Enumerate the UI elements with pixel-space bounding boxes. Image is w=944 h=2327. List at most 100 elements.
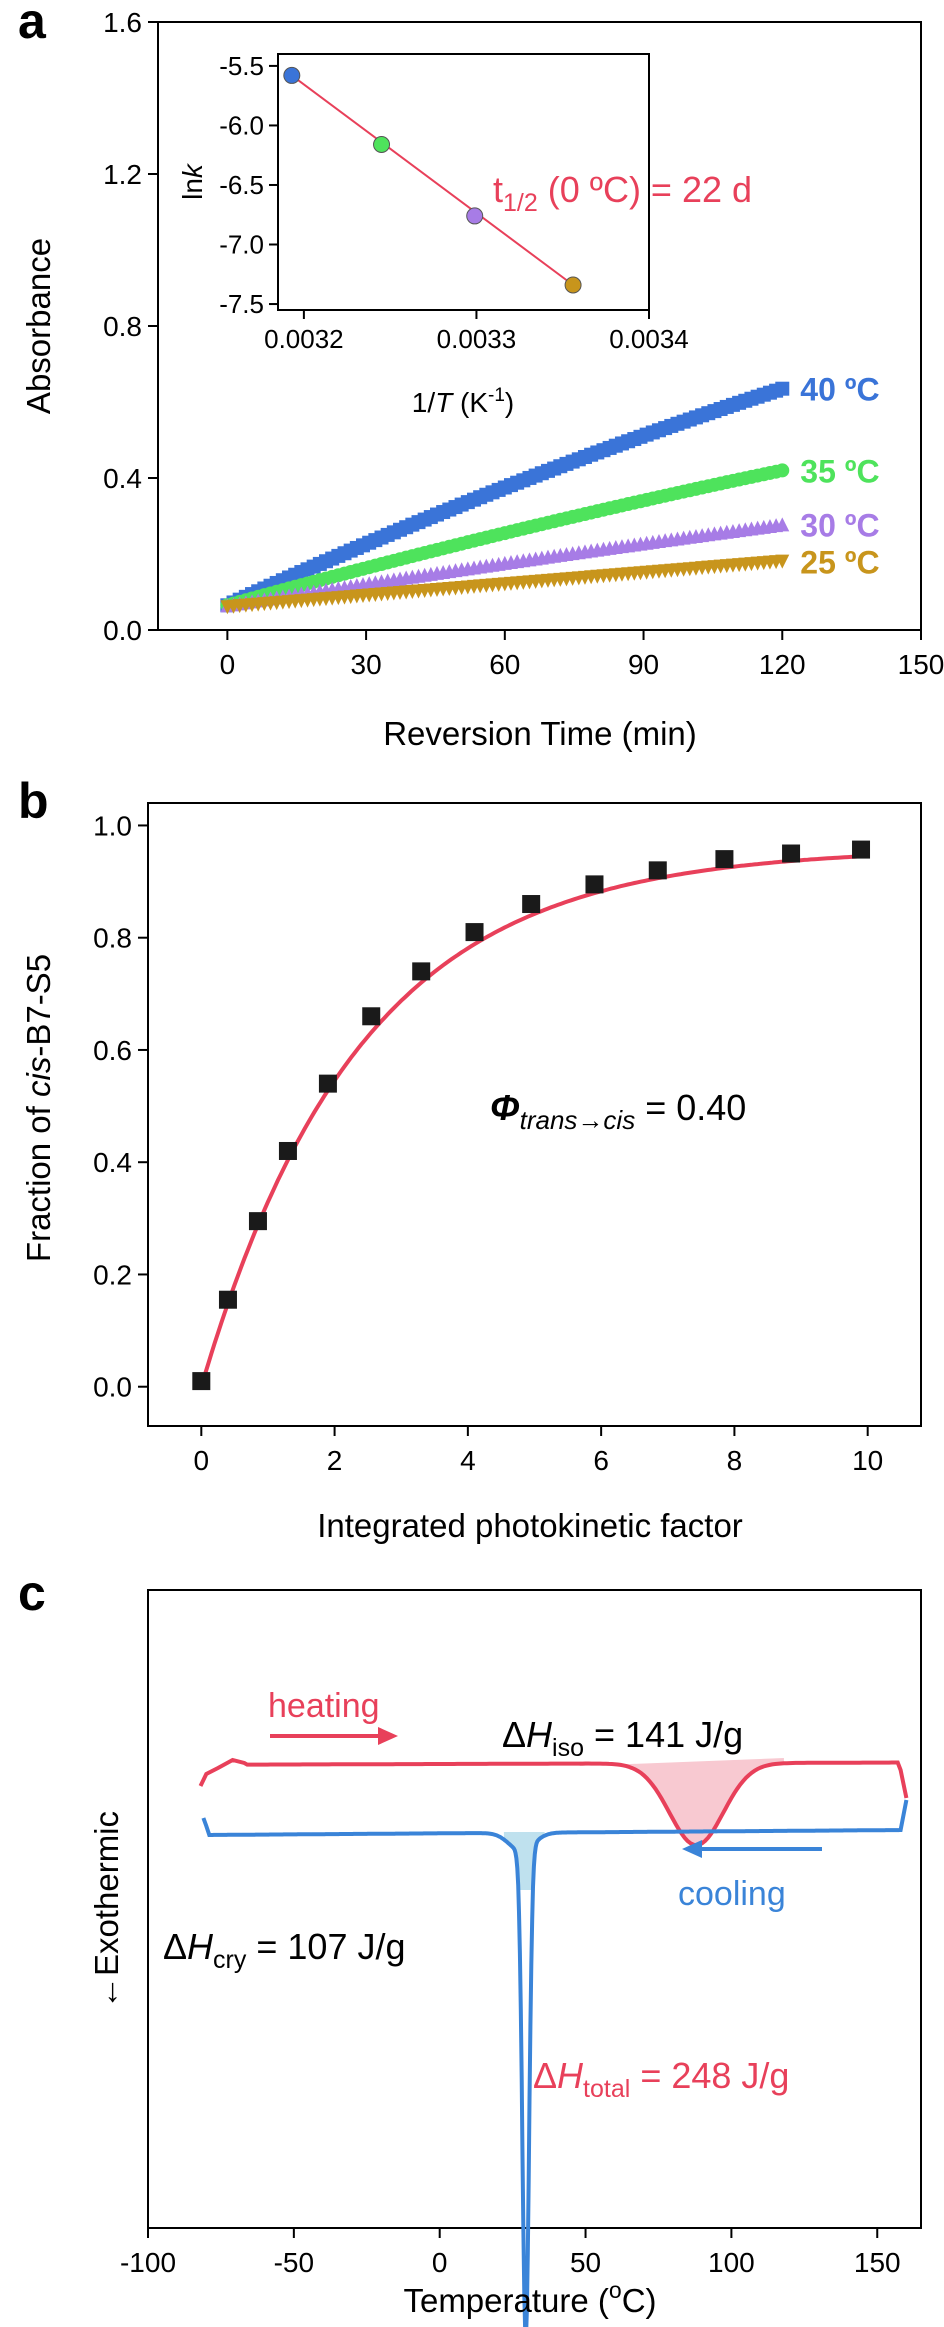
series-label: 40 ºC xyxy=(800,372,879,408)
y-tick-label: 0.2 xyxy=(93,1259,132,1290)
cooling-arrow-head xyxy=(682,1840,702,1858)
series-3 xyxy=(220,554,790,615)
quantum-yield-annotation: Φtrans→cis = 0.40 xyxy=(490,1087,746,1135)
y-tick-label: 0.6 xyxy=(93,1035,132,1066)
inset-x-tick-label: 0.0032 xyxy=(264,324,344,354)
inset-y-tick-label: -6.0 xyxy=(219,110,264,140)
half-life-rest: (0 ºC) = 22 d xyxy=(538,169,752,210)
panel-b-frame xyxy=(147,802,922,1427)
data-point xyxy=(648,861,667,880)
inset-fit-line xyxy=(291,74,574,286)
x-tick-label: 2 xyxy=(327,1445,343,1476)
x-tick-label: 60 xyxy=(489,649,520,680)
series-label: 25 ºC xyxy=(800,545,879,581)
fit-curve xyxy=(199,854,868,1388)
heating-arrow xyxy=(270,1727,398,1745)
panel-c-letter: c xyxy=(18,1565,46,1621)
data-point xyxy=(775,381,790,396)
x-tick-label: -100 xyxy=(120,2247,176,2278)
data-point xyxy=(278,1141,297,1160)
inset-x-ticks: 0.0032 0.0033 0.0034 xyxy=(264,310,689,354)
cooling-arrow xyxy=(682,1840,822,1858)
data-point xyxy=(852,840,871,859)
inset-data-point xyxy=(466,207,484,225)
y-tick-label: 0.8 xyxy=(103,311,142,342)
series-label: 35 ºC xyxy=(800,453,879,489)
total-enthalpy-annotation: ΔHtotal = 248 J/g xyxy=(533,2055,789,2103)
panel-c-curves xyxy=(198,1757,909,2327)
cry-enthalpy-annotation: ΔHcry = 107 J/g xyxy=(163,1926,406,1974)
x-tick-label: 0 xyxy=(220,649,236,680)
data-point xyxy=(465,923,484,942)
data-point xyxy=(192,1372,211,1391)
data-point xyxy=(412,962,431,981)
inset-y-tick-label: -7.0 xyxy=(219,230,264,260)
panel-b-x-axis-label: Integrated photokinetic factor xyxy=(317,1507,743,1544)
panel-a-x-ticks: 0 30 60 90 120 150 xyxy=(220,630,944,680)
iso-enthalpy-annotation: ΔHiso = 141 J/g xyxy=(502,1714,743,1762)
inset-y-tick-label: -7.5 xyxy=(219,289,264,319)
inset-arrhenius-plot: 0.0032 0.0033 0.0034 -7.5-7.0-6.5-6.0-5.5 … xyxy=(177,51,689,418)
inset-x-tick-label: 0.0033 xyxy=(437,324,517,354)
y-tick-label: 1.2 xyxy=(103,159,142,190)
y-tick-label: 1.6 xyxy=(103,7,142,38)
data-point xyxy=(218,1290,237,1309)
x-tick-label: -50 xyxy=(274,2247,314,2278)
data-point xyxy=(782,844,801,863)
x-tick-label: 8 xyxy=(727,1445,743,1476)
series-1 xyxy=(220,463,790,613)
y-tick-label: 0.4 xyxy=(103,463,142,494)
panel-b-y-axis-label: Fraction of cis-B7-S5 xyxy=(20,954,57,1262)
x-tick-label: 0 xyxy=(194,1445,210,1476)
panel-c-y-axis-label: ←Exothermic xyxy=(88,1811,125,2009)
x-tick-label: 150 xyxy=(854,2247,901,2278)
panel-b-y-ticks: 0.0 0.2 0.4 0.6 0.8 1.0 xyxy=(93,810,148,1403)
y-tick-label: 0.4 xyxy=(93,1147,132,1178)
y-tick-label: 0.0 xyxy=(93,1372,132,1403)
series-label: 30 ºC xyxy=(800,507,879,543)
inset-data xyxy=(283,66,582,294)
data-point xyxy=(585,875,604,894)
x-tick-label: 120 xyxy=(759,649,806,680)
half-life-annotation: t1/2 (0 ºC) = 22 d xyxy=(493,169,752,217)
panel-a-series xyxy=(220,381,790,615)
data-point xyxy=(362,1007,381,1026)
data-point xyxy=(318,1074,337,1093)
half-life-sub: 1/2 xyxy=(503,189,538,217)
heating-curve xyxy=(198,1757,909,1848)
inset-y-axis-label: lnk xyxy=(177,162,208,200)
y-tick-label: 0.8 xyxy=(93,923,132,954)
x-tick-label: 0 xyxy=(432,2247,448,2278)
y-tick-label: 1.0 xyxy=(93,810,132,841)
y-tick-label: 0.0 xyxy=(103,615,142,646)
inset-y-tick-label: -6.5 xyxy=(219,170,264,200)
panel-b-x-ticks: 0 2 4 6 8 10 xyxy=(194,1426,883,1476)
x-tick-label: 150 xyxy=(898,649,944,680)
panel-a: a 0 30 60 90 120 150 0.0 0.4 0.8 1.2 1.6 40 ºC 35 … xyxy=(18,0,944,752)
panel-a-y-ticks: 0.0 0.4 0.8 1.2 1.6 xyxy=(103,7,158,646)
panel-b-data xyxy=(192,840,871,1391)
data-point xyxy=(522,895,541,914)
data-point xyxy=(775,517,790,532)
inset-data-point xyxy=(283,66,301,84)
panel-b-letter: b xyxy=(18,773,49,829)
panel-a-y-axis-label: Absorbance xyxy=(20,238,57,414)
data-point xyxy=(715,850,734,869)
data-point xyxy=(248,1212,267,1231)
cooling-curve xyxy=(201,1799,909,2327)
inset-x-tick-label: 0.0034 xyxy=(609,324,689,354)
heating-arrow-head xyxy=(378,1727,398,1745)
half-life-main: t xyxy=(493,169,503,210)
x-tick-label: 50 xyxy=(570,2247,601,2278)
panel-c-frame xyxy=(147,1589,922,2229)
cooling-label: cooling xyxy=(678,1875,786,1913)
panel-b: b 0 2 4 6 8 10 0.0 0.2 0.4 0.6 0.8 1.0 Integrated … xyxy=(18,773,922,1544)
x-tick-label: 90 xyxy=(628,649,659,680)
inset-x-axis-label: 1/T (K-1) xyxy=(412,385,514,418)
x-tick-label: 6 xyxy=(593,1445,609,1476)
panel-c-x-axis-label: Temperature (oC) xyxy=(403,2277,656,2319)
iso-peak-area xyxy=(579,1758,784,1846)
x-tick-label: 4 xyxy=(460,1445,476,1476)
inset-y-ticks: -7.5 -7.0 -6.5 -6.0 -5.5 xyxy=(219,51,278,319)
